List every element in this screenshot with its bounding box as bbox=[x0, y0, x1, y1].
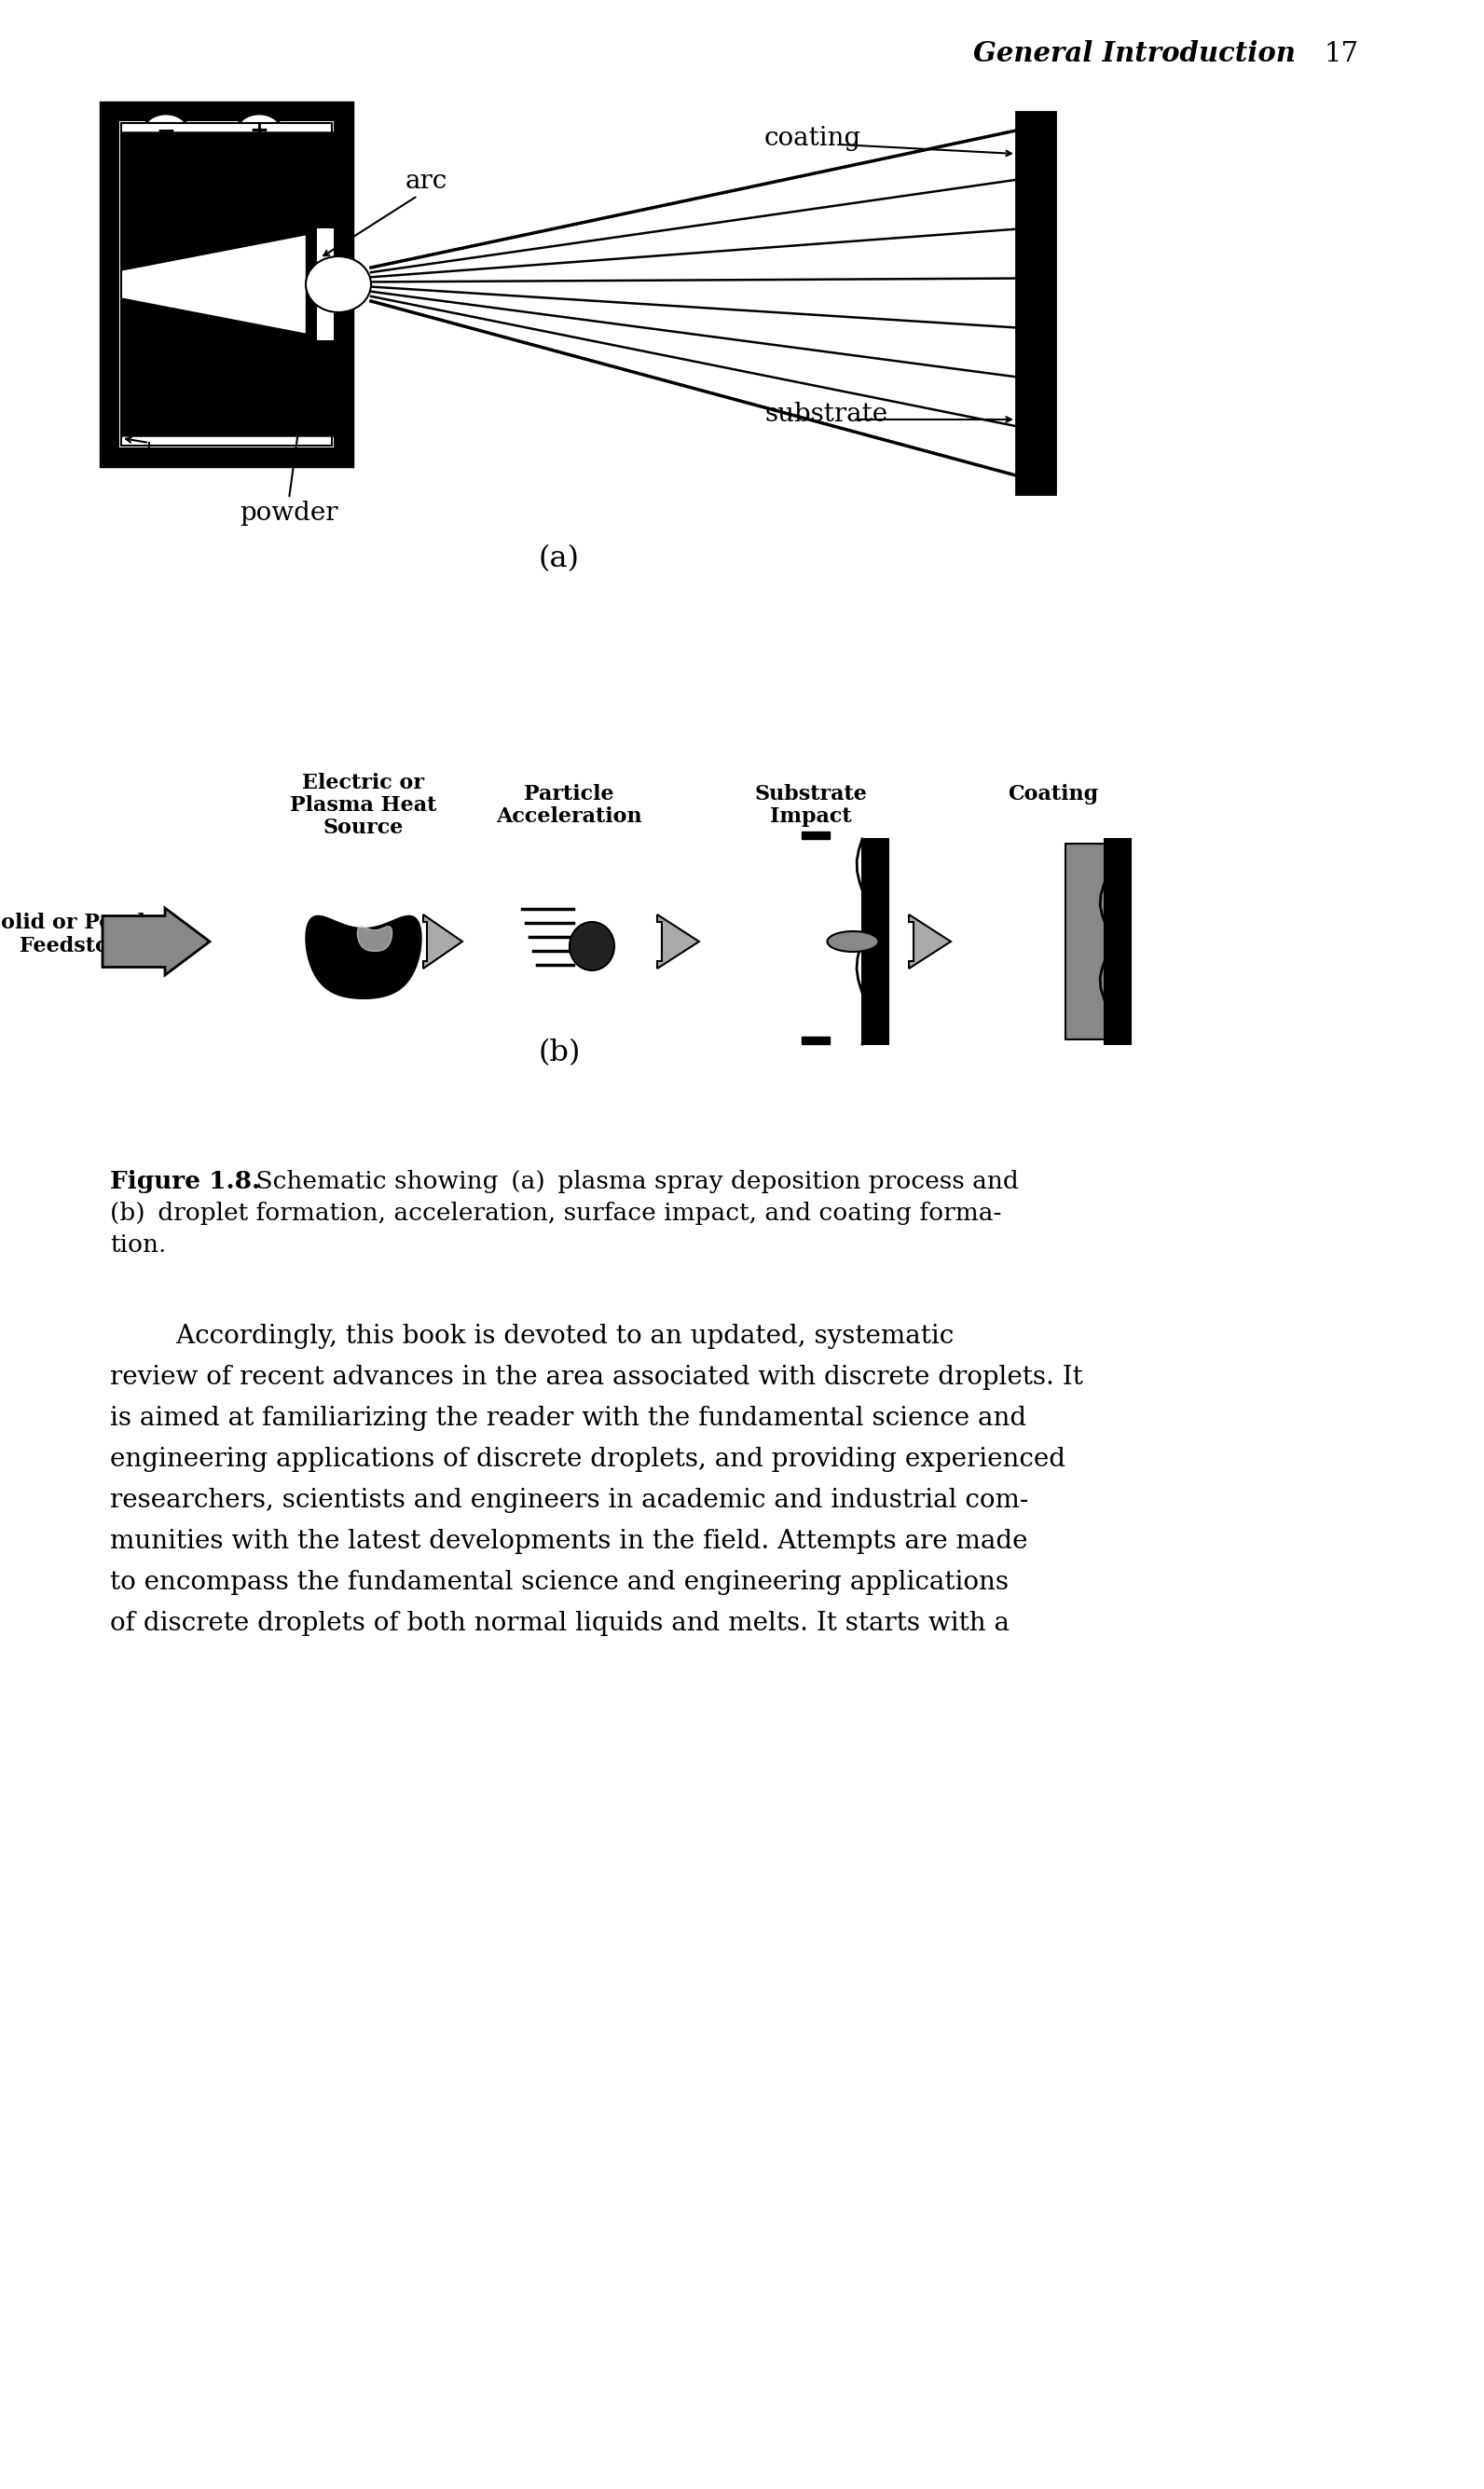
Bar bbox=[101, 102, 352, 465]
Polygon shape bbox=[358, 926, 392, 951]
Text: gas: gas bbox=[101, 443, 145, 468]
Text: Solid or Powder: Solid or Powder bbox=[0, 913, 169, 933]
FancyArrow shape bbox=[423, 913, 463, 968]
Text: arc: arc bbox=[405, 169, 448, 194]
Text: to encompass the fundamental science and engineering applications: to encompass the fundamental science and… bbox=[110, 1571, 1009, 1595]
Text: General Introduction: General Introduction bbox=[974, 40, 1296, 67]
Text: Schematic showing  (a)  plasma spray deposition process and: Schematic showing (a) plasma spray depos… bbox=[248, 1170, 1018, 1192]
Ellipse shape bbox=[827, 931, 879, 951]
Bar bbox=[1017, 112, 1055, 495]
Text: Substrate: Substrate bbox=[755, 784, 867, 804]
Text: −: − bbox=[156, 119, 175, 142]
Bar bbox=[1104, 839, 1131, 1043]
Text: powder: powder bbox=[240, 500, 338, 525]
Ellipse shape bbox=[306, 256, 371, 311]
Text: review of recent advances in the area associated with discrete droplets. It: review of recent advances in the area as… bbox=[110, 1364, 1083, 1389]
Bar bbox=[862, 839, 889, 1043]
FancyArrow shape bbox=[657, 913, 699, 968]
Text: tion.: tion. bbox=[110, 1235, 166, 1257]
Text: Acceleration: Acceleration bbox=[496, 806, 641, 826]
FancyArrow shape bbox=[102, 908, 209, 976]
Text: Accordingly, this book is devoted to an updated, systematic: Accordingly, this book is devoted to an … bbox=[110, 1324, 954, 1349]
Text: 17: 17 bbox=[1324, 40, 1358, 67]
Text: Plasma Heat: Plasma Heat bbox=[291, 794, 436, 816]
Text: Source: Source bbox=[324, 816, 404, 839]
Bar bbox=[101, 102, 352, 465]
Bar bbox=[122, 122, 332, 446]
Text: coating: coating bbox=[764, 124, 862, 149]
Text: munities with the latest developments in the field. Attempts are made: munities with the latest developments in… bbox=[110, 1528, 1028, 1553]
Text: researchers, scientists and engineers in academic and industrial com-: researchers, scientists and engineers in… bbox=[110, 1488, 1028, 1513]
Bar bbox=[306, 229, 318, 341]
Bar bbox=[1066, 844, 1104, 1040]
Text: substrate: substrate bbox=[764, 403, 887, 428]
Ellipse shape bbox=[570, 921, 614, 971]
Bar bbox=[334, 229, 344, 341]
Text: (a): (a) bbox=[539, 545, 580, 575]
Text: Electric or: Electric or bbox=[303, 772, 424, 794]
Text: Particle: Particle bbox=[524, 784, 614, 804]
Polygon shape bbox=[122, 132, 338, 271]
Bar bbox=[318, 229, 334, 341]
Polygon shape bbox=[122, 299, 338, 436]
Text: is aimed at familiarizing the reader with the fundamental science and: is aimed at familiarizing the reader wit… bbox=[110, 1406, 1027, 1431]
Ellipse shape bbox=[144, 114, 188, 147]
Text: Impact: Impact bbox=[770, 806, 852, 826]
Bar bbox=[801, 1035, 830, 1043]
Text: of discrete droplets of both normal liquids and melts. It starts with a: of discrete droplets of both normal liqu… bbox=[110, 1610, 1009, 1635]
Text: +: + bbox=[249, 119, 269, 142]
Ellipse shape bbox=[237, 114, 282, 147]
Text: engineering applications of discrete droplets, and providing experienced: engineering applications of discrete dro… bbox=[110, 1446, 1066, 1471]
Text: Feedstock: Feedstock bbox=[19, 936, 135, 956]
FancyArrow shape bbox=[908, 913, 951, 968]
Polygon shape bbox=[306, 916, 421, 998]
Bar bbox=[119, 122, 334, 448]
Bar bbox=[162, 137, 264, 149]
Text: Figure 1.8.: Figure 1.8. bbox=[110, 1170, 260, 1192]
Text: (b): (b) bbox=[539, 1038, 580, 1068]
Bar bbox=[801, 831, 830, 839]
Text: (b)  droplet formation, acceleration, surface impact, and coating forma-: (b) droplet formation, acceleration, sur… bbox=[110, 1202, 1002, 1225]
Text: Coating: Coating bbox=[1008, 784, 1098, 804]
